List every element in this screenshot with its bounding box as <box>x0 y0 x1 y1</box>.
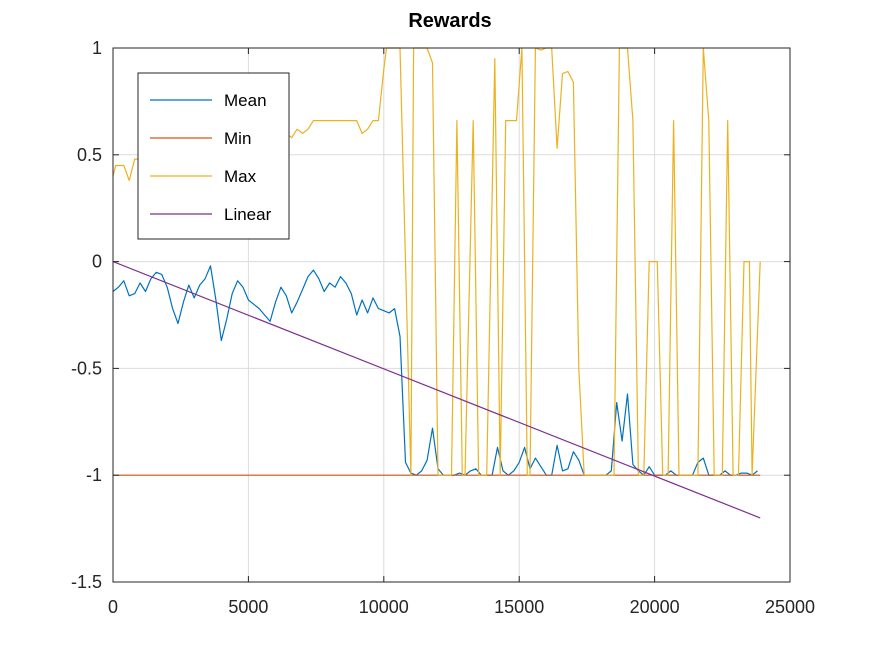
x-tick-label: 10000 <box>359 597 409 617</box>
x-tick-labels: 0 5000 10000 15000 20000 25000 <box>108 597 815 617</box>
legend-label-linear: Linear <box>224 205 272 224</box>
legend-box <box>137 72 290 240</box>
legend-items: Mean Min Max Linear <box>150 91 272 224</box>
y-tick-label: -0.5 <box>71 358 102 378</box>
plot-box <box>112 47 791 583</box>
legend-label-min: Min <box>224 129 251 148</box>
x-tick-label: 15000 <box>494 597 544 617</box>
legend-label-max: Max <box>224 167 257 186</box>
series-line-mean <box>112 265 758 476</box>
tick-marks <box>112 47 791 583</box>
chart-title: Rewards <box>408 10 491 32</box>
x-tick-label: 0 <box>108 597 118 617</box>
y-tick-label: 0.5 <box>77 145 102 165</box>
series-line-linear <box>112 261 761 519</box>
y-tick-labels: -1.5 -1 -0.5 0 0.5 1 <box>71 38 102 592</box>
x-tick-label: 5000 <box>228 597 268 617</box>
y-tick-label: 0 <box>92 252 102 272</box>
x-tick-label: 25000 <box>765 597 815 617</box>
y-tick-label: 1 <box>92 38 102 58</box>
y-tick-label: -1.5 <box>71 572 102 592</box>
legend-label-mean: Mean <box>224 91 267 110</box>
x-tick-label: 20000 <box>630 597 680 617</box>
y-tick-label: -1 <box>86 465 102 485</box>
legend: Mean Min Max Linear <box>137 72 290 240</box>
